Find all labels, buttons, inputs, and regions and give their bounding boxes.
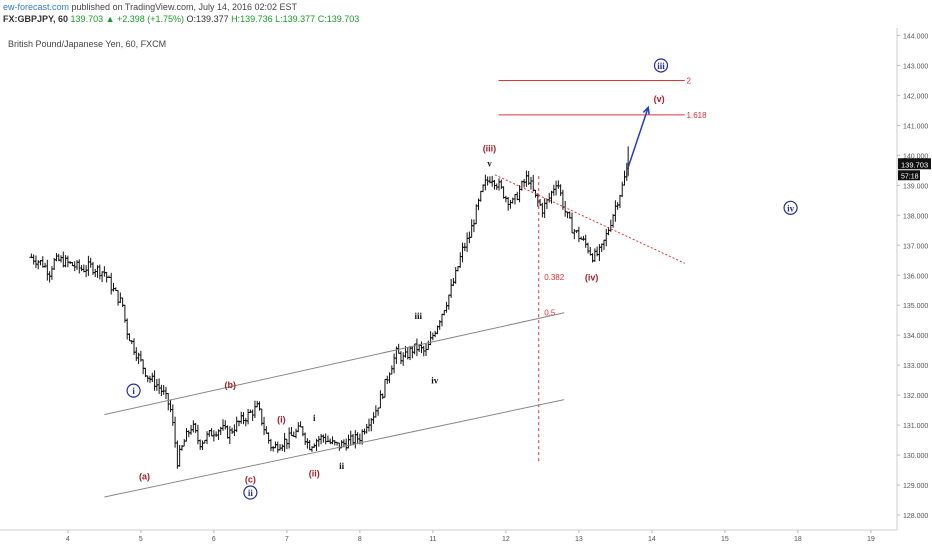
wave-label-minor: (iii) xyxy=(483,143,497,153)
y-tick-label: 129.000 xyxy=(903,483,928,490)
x-tick-label: 14 xyxy=(648,536,656,543)
wave-label-sub: iv xyxy=(431,376,439,386)
site-link[interactable]: ew-forecast.com xyxy=(3,2,70,12)
chart-title: British Pound/Japanese Yen, 60, FXCM xyxy=(8,39,166,49)
change-value: 139.703 ▲ +2.398 (+1.75%) xyxy=(70,14,185,24)
wave-label-minor: (i) xyxy=(277,415,286,425)
y-tick-label: 144.000 xyxy=(903,33,928,40)
published-text: published on TradingView.com, July 14, 2… xyxy=(69,2,298,12)
fib-level-label: 0.382 xyxy=(544,273,565,282)
wave-circle xyxy=(243,485,258,500)
symbol-label: FX:GBPJPY, 60 xyxy=(3,14,69,24)
x-tick-label: 19 xyxy=(867,536,875,543)
wave-label-minor: (iv) xyxy=(585,272,599,282)
y-tick-label: 143.000 xyxy=(903,63,928,70)
fib-level-label: 2 xyxy=(687,76,692,85)
wave-label-sub: v xyxy=(487,158,492,168)
wave-circle xyxy=(783,200,798,215)
countdown-text: 57:18 xyxy=(901,173,919,180)
wave-labels: 1.61820.3820.5iiiiiiiv(a)(b)(c)(i)(ii)(i… xyxy=(126,58,798,500)
wave-label-sub: iii xyxy=(415,311,423,321)
last-price-text: 139.703 xyxy=(901,160,928,169)
wave-label-minor: (v) xyxy=(654,94,665,104)
price-tags: 139.703 57:18 xyxy=(898,158,931,181)
fib-level-label: 0.5 xyxy=(544,309,556,318)
drawings xyxy=(104,79,685,498)
low-label: L:139.377 xyxy=(272,14,316,24)
wave-label-sub: i xyxy=(313,413,316,423)
x-tick-label: 6 xyxy=(212,536,216,543)
projection-arrow xyxy=(627,107,649,168)
open-label: O:139.377 xyxy=(184,14,229,24)
wave-circle xyxy=(653,58,669,73)
x-tick-label: 11 xyxy=(429,536,436,543)
countdown-tag xyxy=(898,170,920,181)
dotted-trendline xyxy=(494,174,685,264)
x-tick-label: 12 xyxy=(502,536,510,543)
y-tick-label: 142.000 xyxy=(903,93,928,100)
y-tick-label: 139.000 xyxy=(903,183,928,190)
y-tick-label: 133.000 xyxy=(903,363,928,370)
y-tick-label: 140.000 xyxy=(903,153,928,160)
wave-label-minor: (c) xyxy=(245,475,256,485)
x-tick-label: 4 xyxy=(66,536,70,543)
x-tick-label: 7 xyxy=(285,536,289,543)
channel-upper-line xyxy=(104,312,565,416)
wave-circle xyxy=(126,383,141,398)
y-tick-label: 130.000 xyxy=(903,453,928,460)
close-label: C:139.703 xyxy=(315,14,360,24)
x-tick-label: 18 xyxy=(794,536,802,543)
y-tick-label: 141.000 xyxy=(903,123,928,130)
last-price-tag xyxy=(898,158,931,170)
y-tick-label: 128.000 xyxy=(903,513,928,520)
y-tick-label: 134.000 xyxy=(903,333,928,340)
y-tick-label: 131.000 xyxy=(903,423,928,430)
wave-label-minor: (a) xyxy=(139,472,150,482)
wave-label-major: ii xyxy=(248,488,254,498)
ohlc-readout: FX:GBPJPY, 60 139.703 ▲ +2.398 (+1.75%) … xyxy=(3,14,359,24)
price-axis[interactable]: 128.000 129.000 130.000 131.000 132.000 133.0… xyxy=(897,33,928,520)
y-tick-label: 137.000 xyxy=(903,243,928,250)
x-tick-label: 15 xyxy=(721,536,729,543)
wave-label-major: i xyxy=(132,386,135,396)
x-tick-label: 13 xyxy=(575,536,583,543)
y-tick-label: 136.000 xyxy=(903,273,928,280)
x-tick-label: 5 xyxy=(139,536,143,543)
wave-label-major: iii xyxy=(657,61,665,71)
high-label: H:139.736 xyxy=(228,14,273,24)
y-tick-label: 132.000 xyxy=(903,393,928,400)
y-tick-label: 138.000 xyxy=(903,213,928,220)
wave-label-sub: ii xyxy=(339,461,345,471)
x-tick-label: 8 xyxy=(358,536,362,543)
projection-arrow-head xyxy=(642,105,650,115)
published-info: ew-forecast.com published on TradingView… xyxy=(3,2,297,12)
channel-lower-line xyxy=(104,399,565,498)
ohlc-bars xyxy=(29,146,629,469)
plot-area[interactable] xyxy=(0,28,897,530)
wave-label-minor: (ii) xyxy=(309,469,320,479)
wave-label-minor: (b) xyxy=(225,380,237,390)
wave-label-major: iv xyxy=(787,203,795,213)
fib-level-label: 1.618 xyxy=(687,111,708,120)
y-tick-label: 135.000 xyxy=(903,303,928,310)
time-axis[interactable]: 4 5 6 7 8 11 12 13 14 15 18 19 xyxy=(66,530,875,543)
